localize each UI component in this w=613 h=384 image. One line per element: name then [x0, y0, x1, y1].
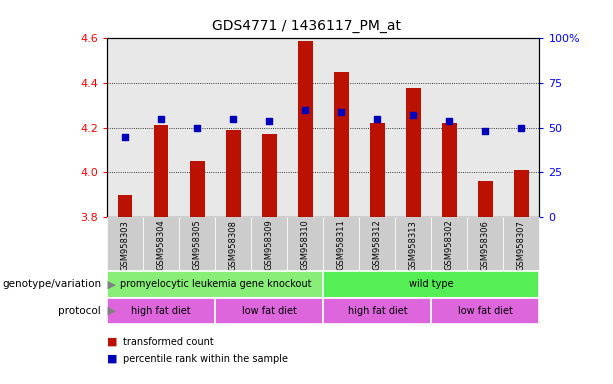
- Text: GDS4771 / 1436117_PM_at: GDS4771 / 1436117_PM_at: [212, 19, 401, 33]
- Bar: [262, 134, 276, 217]
- Bar: [298, 41, 313, 217]
- Bar: [143, 217, 180, 271]
- Text: GSM958306: GSM958306: [481, 220, 490, 270]
- Bar: [107, 271, 324, 298]
- Text: GSM958304: GSM958304: [157, 220, 166, 270]
- Text: GSM958309: GSM958309: [265, 220, 274, 270]
- Bar: [107, 298, 215, 324]
- Text: protocol: protocol: [58, 306, 101, 316]
- Point: [156, 116, 166, 122]
- Bar: [442, 123, 457, 217]
- Point: [300, 107, 310, 113]
- Bar: [118, 195, 132, 217]
- Text: GSM958313: GSM958313: [409, 220, 418, 270]
- Bar: [179, 217, 215, 271]
- Text: ▶: ▶: [104, 306, 116, 316]
- Text: low fat diet: low fat diet: [458, 306, 513, 316]
- Point: [481, 128, 490, 134]
- Text: GSM958302: GSM958302: [445, 220, 454, 270]
- Bar: [324, 298, 432, 324]
- Text: wild type: wild type: [409, 279, 454, 289]
- Text: GSM958310: GSM958310: [301, 220, 310, 270]
- Bar: [478, 181, 493, 217]
- Text: GSM958307: GSM958307: [517, 220, 526, 270]
- Bar: [324, 217, 359, 271]
- Bar: [406, 88, 421, 217]
- Text: transformed count: transformed count: [123, 337, 213, 347]
- Bar: [514, 170, 528, 217]
- Bar: [251, 217, 287, 271]
- Text: ▶: ▶: [104, 279, 116, 289]
- Text: percentile rank within the sample: percentile rank within the sample: [123, 354, 287, 364]
- Point: [229, 116, 238, 122]
- Point: [408, 112, 418, 118]
- Text: low fat diet: low fat diet: [242, 306, 297, 316]
- Text: genotype/variation: genotype/variation: [2, 279, 101, 289]
- Bar: [468, 217, 503, 271]
- Bar: [287, 217, 324, 271]
- Bar: [107, 217, 143, 271]
- Bar: [334, 72, 349, 217]
- Text: GSM958311: GSM958311: [337, 220, 346, 270]
- Text: GSM958305: GSM958305: [193, 220, 202, 270]
- Text: high fat diet: high fat diet: [131, 306, 191, 316]
- Bar: [432, 217, 467, 271]
- Text: promyelocytic leukemia gene knockout: promyelocytic leukemia gene knockout: [120, 279, 311, 289]
- Point: [337, 109, 346, 115]
- Bar: [370, 123, 384, 217]
- Point: [192, 125, 202, 131]
- Bar: [190, 161, 205, 217]
- Text: GSM958312: GSM958312: [373, 220, 382, 270]
- Point: [517, 125, 527, 131]
- Text: ■: ■: [107, 354, 118, 364]
- Point: [373, 116, 383, 122]
- Point: [264, 118, 274, 124]
- Point: [120, 134, 130, 140]
- Bar: [432, 298, 539, 324]
- Bar: [395, 217, 432, 271]
- Text: GSM958303: GSM958303: [121, 220, 130, 270]
- Bar: [215, 298, 324, 324]
- Point: [444, 118, 454, 124]
- Bar: [226, 130, 240, 217]
- Bar: [215, 217, 251, 271]
- Bar: [503, 217, 539, 271]
- Bar: [324, 271, 539, 298]
- Bar: [154, 126, 169, 217]
- Text: high fat diet: high fat diet: [348, 306, 407, 316]
- Bar: [359, 217, 395, 271]
- Text: GSM958308: GSM958308: [229, 220, 238, 270]
- Text: ■: ■: [107, 337, 118, 347]
